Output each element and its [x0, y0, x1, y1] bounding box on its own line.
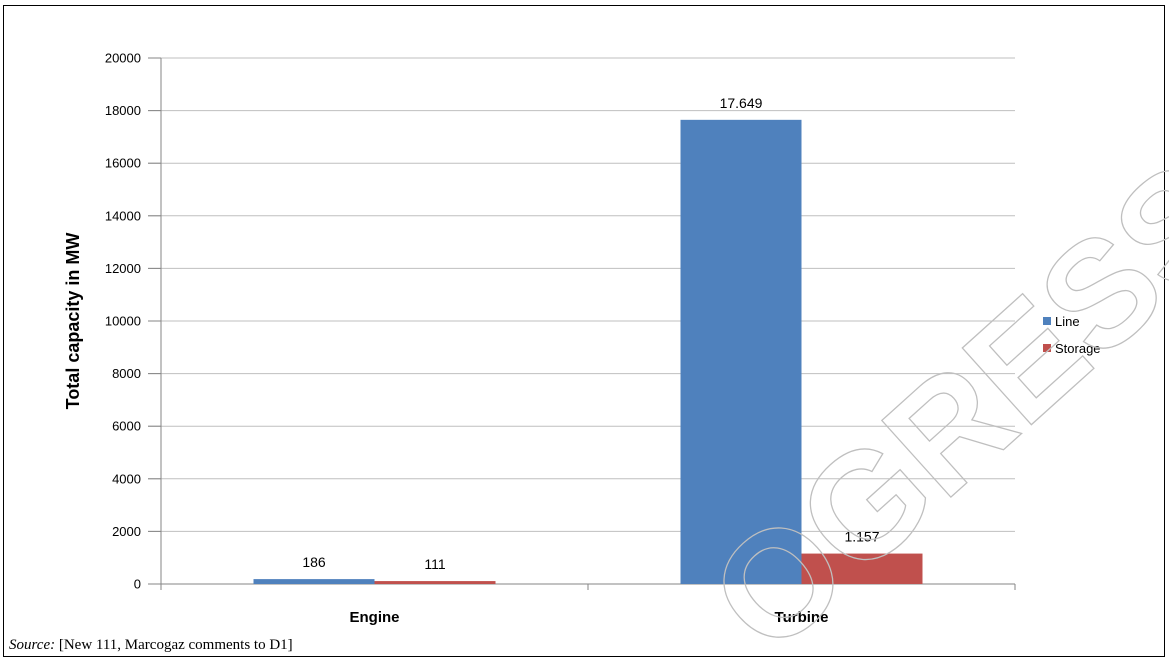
legend-swatch-line — [1043, 317, 1051, 325]
data-label: 186 — [302, 554, 326, 570]
source-text: [New 111, Marcogaz comments to D1] — [55, 637, 293, 653]
y-tick-label: 6000 — [112, 419, 141, 434]
legend-swatch-storage — [1043, 344, 1051, 352]
y-tick-label: 14000 — [105, 208, 141, 223]
bar-storage-turbine — [801, 553, 923, 584]
data-label: 17.649 — [720, 95, 763, 111]
source-label: Source: — [9, 637, 56, 653]
figure-frame — [3, 5, 1165, 657]
y-tick-label: 12000 — [105, 261, 141, 276]
data-label: 1.157 — [844, 529, 879, 545]
y-tick-label: 0 — [134, 577, 141, 592]
bar-line-turbine — [680, 119, 802, 584]
bar-line-engine — [253, 579, 375, 584]
legend-label-line: Line — [1055, 314, 1080, 329]
y-tick-label: 16000 — [105, 156, 141, 171]
source-note: Source: [New 111, Marcogaz comments to D… — [9, 637, 293, 654]
y-tick-label: 8000 — [112, 366, 141, 381]
x-category-label: Engine — [349, 609, 399, 626]
data-label: 111 — [424, 556, 445, 572]
y-tick-label: 2000 — [112, 524, 141, 539]
y-tick-label: 10000 — [105, 314, 141, 329]
bar-storage-engine — [374, 581, 496, 584]
y-tick-label: 18000 — [105, 103, 141, 118]
y-axis-title: Total capacity in MW — [63, 233, 83, 410]
y-tick-label: 20000 — [105, 51, 141, 66]
svg-text:OGRESS: OGRESS — [679, 129, 1169, 659]
y-tick-label: 4000 — [112, 471, 141, 486]
x-category-label: Turbine — [775, 609, 829, 626]
legend-label-storage: Storage — [1055, 341, 1101, 356]
